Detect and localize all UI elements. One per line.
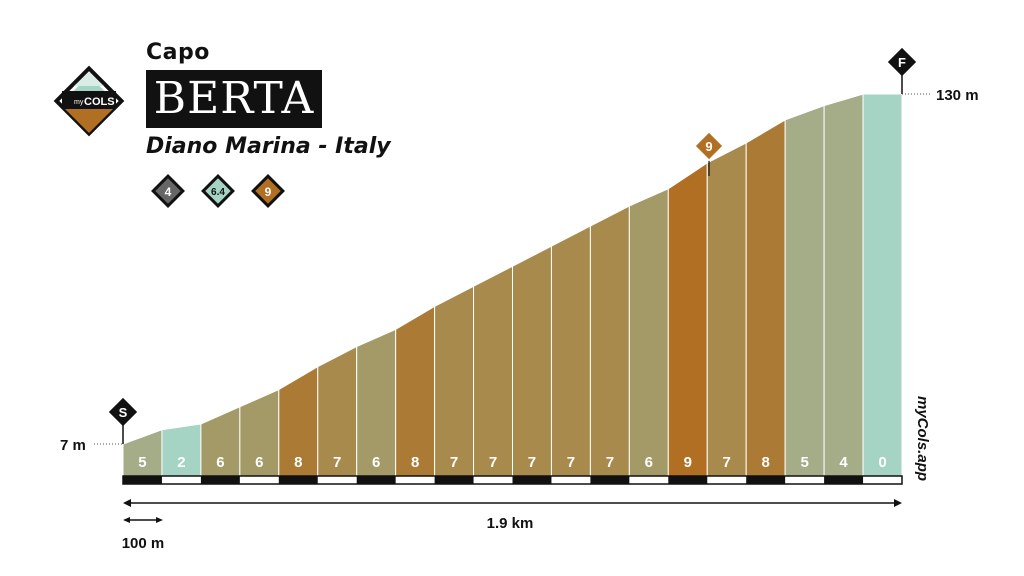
gradient-label: 5 <box>800 454 808 471</box>
scale-bar-block <box>512 476 552 484</box>
scale-bar-block <box>824 476 864 484</box>
climb-location: Diano Marina - Italy <box>146 134 391 159</box>
profile-segment <box>589 205 630 477</box>
gradient-label: 7 <box>567 454 575 471</box>
badge-avg-gradient: 6.4 <box>199 172 237 210</box>
climb-prefix: Capo <box>146 40 210 65</box>
scale-bar-block <box>278 476 318 484</box>
climb-title-box: BERTA <box>146 70 322 128</box>
profile-segment <box>745 118 786 477</box>
profile-segment <box>784 104 825 477</box>
gradient-label: 6 <box>216 454 224 471</box>
profile-outline <box>122 93 902 445</box>
badge-max-gradient-value: 9 <box>265 185 272 199</box>
gradient-label: 5 <box>138 454 146 471</box>
scale-bar-block <box>590 476 630 484</box>
max-gradient-marker: 9 <box>693 130 725 162</box>
gradient-label: 0 <box>878 454 886 471</box>
gradient-label: 4 <box>839 454 848 471</box>
scale-bar-block <box>200 476 240 484</box>
scale-arrow <box>123 517 163 523</box>
profile-segment <box>667 161 708 477</box>
gradient-label: 6 <box>645 454 653 471</box>
gradient-label: 7 <box>723 454 731 471</box>
logo-text-small: my <box>74 99 84 106</box>
gradient-label: 8 <box>762 454 770 471</box>
gradient-label: 9 <box>684 454 692 471</box>
profile-segment <box>862 93 903 477</box>
gradient-label: 7 <box>450 454 458 471</box>
total-distance-label: 1.9 km <box>487 515 534 532</box>
gradient-label: 6 <box>255 454 263 471</box>
profile-segment <box>628 187 669 477</box>
mycols-logo: my COLS <box>48 60 130 142</box>
finish-marker-label: F <box>898 55 906 70</box>
distance-scale-bar <box>122 475 903 485</box>
max-gradient-marker-label: 9 <box>705 139 712 154</box>
scale-bar-block <box>434 476 474 484</box>
profile-segment <box>550 225 591 477</box>
gradient-label: 2 <box>177 454 185 471</box>
total-distance-arrow <box>123 499 902 507</box>
badge-min-gradient-value: 4 <box>165 185 172 199</box>
badge-avg-gradient-value: 6.4 <box>211 187 225 198</box>
climb-title: BERTA <box>153 73 315 124</box>
scale-bar-block <box>746 476 786 484</box>
gradient-label: 8 <box>294 454 302 471</box>
start-marker-label: S <box>119 405 128 420</box>
gradient-label: 6 <box>372 454 380 471</box>
end-elevation-label: 130 m <box>936 87 979 104</box>
profile-segment <box>706 141 747 477</box>
scale-bar-block <box>668 476 708 484</box>
profile-segment <box>823 93 864 477</box>
gradient-label: 7 <box>333 454 341 471</box>
start-marker: S <box>108 397 138 427</box>
scale-bar-block <box>123 476 162 484</box>
watermark-text: myCols.app <box>914 396 931 481</box>
scale-label: 100 m <box>122 535 165 552</box>
logo-text: COLS <box>84 96 115 108</box>
badge-max-gradient: 9 <box>249 172 287 210</box>
profile-segments <box>122 93 903 477</box>
profile-segment <box>395 305 436 477</box>
badge-min-gradient: 4 <box>149 172 187 210</box>
scale-bar-block <box>356 476 396 484</box>
finish-marker: F <box>887 47 917 77</box>
profile-segment <box>512 245 552 477</box>
gradient-labels: 5 2 6 6 8 7 6 8 7 7 7 7 7 6 9 7 8 5 4 0 <box>138 454 886 471</box>
gradient-label: 7 <box>528 454 536 471</box>
profile-segment <box>473 265 513 477</box>
gradient-label: 7 <box>606 454 614 471</box>
profile-segment <box>434 285 475 477</box>
start-elevation-label: 7 m <box>60 437 86 454</box>
gradient-label: 7 <box>489 454 497 471</box>
gradient-label: 8 <box>411 454 419 471</box>
